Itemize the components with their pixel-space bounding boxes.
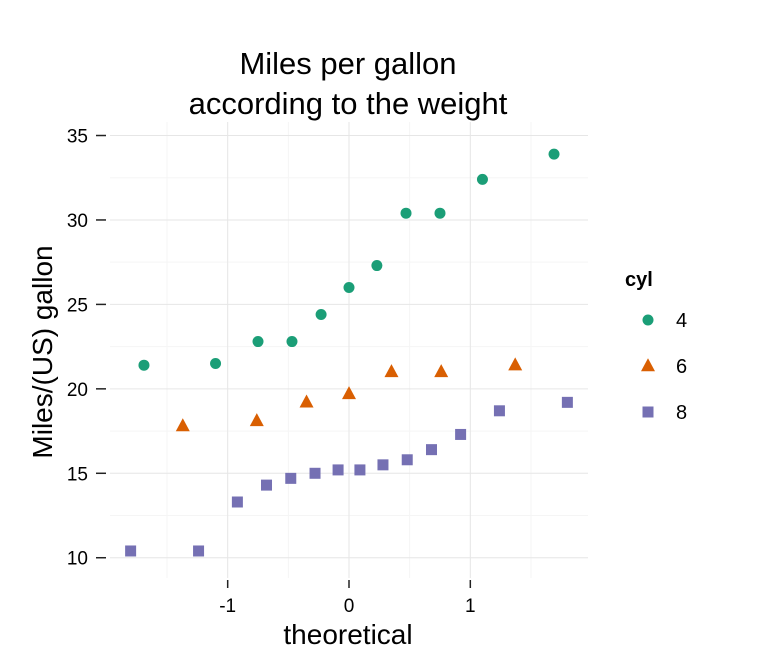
- y-tick-label: 20: [67, 380, 88, 401]
- y-tick-label: 35: [67, 127, 88, 148]
- data-point-cyl-8: [425, 444, 437, 456]
- y-tick-label: 30: [67, 211, 88, 232]
- data-point-cyl-8: [493, 405, 505, 417]
- data-point-cyl-4: [343, 282, 355, 294]
- data-point-cyl-4: [252, 336, 264, 348]
- data-point-cyl-8: [455, 428, 467, 440]
- data-point-cyl-4: [138, 359, 150, 371]
- data-point-cyl-4: [210, 358, 222, 370]
- data-point-cyl-6: [342, 386, 356, 400]
- legend-key-8: [642, 406, 654, 418]
- data-point-cyl-8: [309, 467, 321, 479]
- x-tick-label: 0: [344, 596, 355, 617]
- data-point-cyl-4: [476, 173, 488, 185]
- data-point-cyl-4: [548, 148, 560, 160]
- legend-title: cyl: [625, 269, 653, 291]
- data-point-cyl-6: [508, 357, 523, 371]
- data-point-cyl-8: [261, 479, 273, 491]
- legend: cyl 4 6 8: [625, 269, 687, 424]
- data-point-cyl-6: [249, 413, 264, 427]
- x-tick-label: 1: [465, 596, 476, 617]
- data-point-cyl-8: [377, 459, 389, 471]
- data-point-cyl-6: [434, 364, 449, 378]
- data-point-cyl-4: [434, 207, 446, 219]
- data-point-cyl-8: [561, 396, 573, 408]
- data-point-cyl-8: [193, 545, 205, 557]
- legend-label-8: 8: [676, 402, 687, 424]
- y-tick-label: 15: [67, 464, 88, 485]
- axes: -1 0 1 10 15 20 25 30 35: [67, 127, 476, 617]
- y-tick-label: 25: [67, 295, 88, 316]
- data-point-cyl-8: [332, 464, 344, 476]
- chart-title-line-2: according to the weight: [188, 86, 508, 121]
- legend-label-6: 6: [676, 356, 687, 378]
- data-point-cyl-4: [315, 309, 327, 321]
- data-point-cyl-6: [175, 418, 190, 432]
- y-axis-label: Miles/(US) gallon: [27, 245, 58, 458]
- x-axis-label: theoretical: [283, 619, 412, 650]
- data-point-cyl-8: [231, 496, 243, 508]
- data-point-cyl-4: [400, 207, 412, 219]
- data-point-cyl-6: [299, 394, 314, 408]
- data-point-cyl-4: [371, 260, 383, 272]
- legend-label-4: 4: [676, 310, 687, 332]
- data-point-cyl-8: [125, 545, 137, 557]
- y-tick-label: 10: [67, 549, 88, 570]
- legend-key-4: [642, 314, 654, 326]
- data-point-cyl-6: [384, 364, 399, 378]
- grid: [110, 122, 588, 578]
- chart-title-line-1: Miles per gallon: [239, 46, 457, 81]
- legend-key-6: [641, 358, 655, 372]
- data-point-cyl-8: [354, 464, 366, 476]
- data-point-cyl-8: [285, 472, 297, 484]
- data-point-cyl-4: [286, 336, 298, 348]
- data-points: [125, 148, 573, 557]
- data-point-cyl-8: [401, 454, 413, 466]
- x-tick-label: -1: [219, 596, 236, 617]
